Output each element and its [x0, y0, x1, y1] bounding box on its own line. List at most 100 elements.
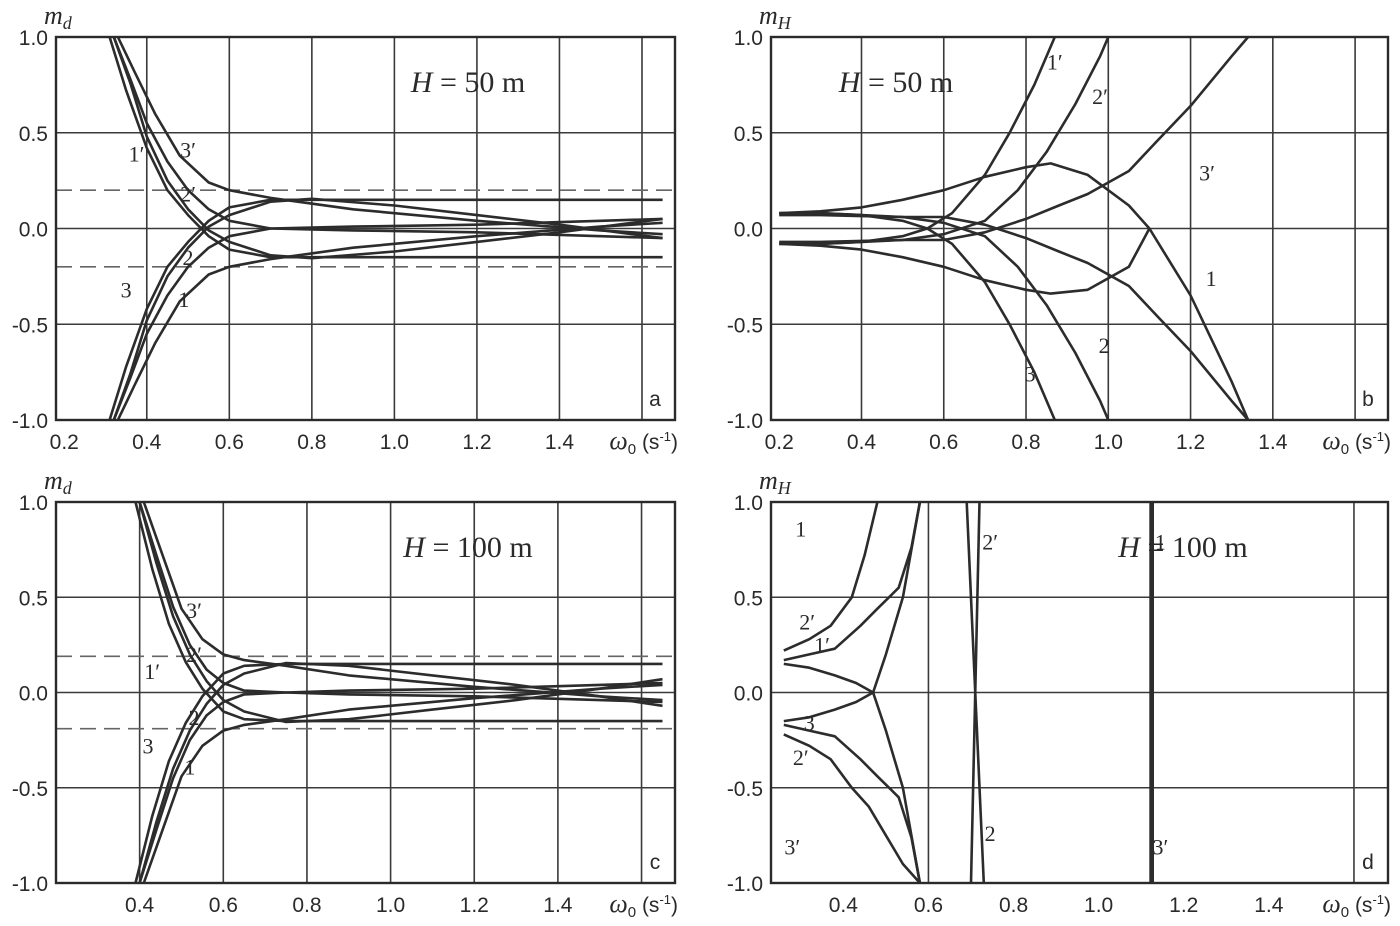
curve-8 [779, 211, 1056, 421]
curve-label: 1 [184, 754, 195, 779]
curve-label: 1′ [144, 659, 160, 684]
curve-label: 1 [795, 516, 806, 541]
panel-title: H = 50 m [838, 66, 953, 99]
panel-b: 1.0 0.5 0.0 -0.5 -1.00.2 0.4 0.6 0.8 1.0 1.2 1.4 mH… [727, 1, 1391, 458]
curve-label: 2 [189, 705, 200, 730]
y-axis-label: md [44, 1, 73, 33]
curve-label: 3′ [1199, 161, 1215, 186]
y-tick-label: -0.5 [727, 314, 763, 337]
x-tick-label: 1.0 [1084, 894, 1113, 917]
curve-label: 3 [121, 277, 132, 302]
panel-title: H = 100 m [402, 531, 532, 564]
curve-5 [134, 501, 663, 723]
curve-label: 2′ [799, 610, 815, 635]
x-tick-label: 1.2 [460, 894, 489, 917]
x-tick-label: 1.0 [1094, 431, 1123, 454]
y-axis-label: mH [759, 466, 792, 498]
y-tick-label: -1.0 [727, 873, 763, 896]
curve-7 [138, 501, 663, 724]
curve-3 [116, 36, 663, 236]
curve-label: 1 [1206, 266, 1217, 291]
x-tick-label: 0.6 [209, 894, 238, 917]
plot-frame [769, 500, 1390, 885]
curve-4 [116, 221, 663, 421]
curve-8 [138, 661, 663, 884]
panel-title: H = 100 m [1117, 531, 1247, 564]
curve-label: 3 [804, 711, 815, 736]
panel-tag: d [1362, 851, 1374, 874]
x-tick-label: 1.2 [462, 431, 491, 454]
x-tick-label: 1.2 [1169, 894, 1198, 917]
x-tick-label: 0.2 [765, 431, 794, 454]
panel-d: 1.0 0.5 0.0 -0.5 -1.0 0.4 0.6 0.8 1.0 1.2 1.4 mH ω0 … [727, 466, 1391, 921]
x-tick-label: 0.4 [829, 894, 859, 917]
curve-label: 2′ [982, 530, 998, 555]
curve-label: 1 [1155, 530, 1166, 555]
curve-label: 3 [143, 733, 154, 758]
y-tick-label: 0.5 [19, 123, 48, 146]
x-tick-label: 1.0 [376, 894, 405, 917]
y-tick-label: 0.0 [19, 219, 48, 242]
curve-5 [783, 662, 922, 884]
x-tick-label: 1.4 [545, 431, 575, 454]
curve-4 [142, 683, 663, 884]
curve-label: 1 [178, 287, 189, 312]
x-tick-label: 1.4 [1258, 431, 1288, 454]
y-tick-label: 0.0 [734, 683, 763, 706]
x-tick-label: 0.4 [132, 431, 162, 454]
plot-frame [54, 500, 677, 885]
panel-tag: c [650, 851, 661, 874]
x-axis-label: ω0 (s-1) [609, 889, 678, 921]
curve-label: 3′ [784, 834, 800, 859]
curve-2 [112, 217, 663, 421]
x-axis-label: ω0 (s-1) [1322, 889, 1391, 921]
y-axis-label: md [44, 466, 73, 498]
y-tick-label: 1.0 [734, 492, 763, 515]
y-tick-label: 1.0 [19, 27, 48, 50]
curve-label: 1′ [1047, 50, 1063, 75]
x-tick-label: 0.8 [999, 894, 1028, 917]
x-tick-label: 0.8 [1011, 431, 1040, 454]
curve-5 [108, 36, 663, 259]
curve-label: 2′ [186, 642, 202, 667]
curve-7 [112, 36, 663, 260]
panel-c: 1.0 0.5 0.0 -0.5 -1.0 0.4 0.6 0.8 1.0 1.2 1.4 md ω0 … [12, 466, 678, 921]
curve-label: 3′ [180, 138, 196, 163]
curve-label: 2 [985, 821, 996, 846]
x-tick-label: 0.6 [215, 431, 244, 454]
y-tick-label: -0.5 [12, 314, 48, 337]
y-tick-label: -0.5 [12, 778, 48, 801]
plot-frame [54, 35, 677, 422]
x-axis-label: ω0 (s-1) [609, 426, 678, 458]
x-tick-label: 1.4 [1254, 894, 1284, 917]
x-tick-label: 1.4 [543, 894, 573, 917]
curve-label: 2 [1099, 333, 1110, 358]
curve-label: 2 [183, 245, 194, 270]
plot-frame [769, 35, 1390, 422]
curve-2 [783, 733, 921, 884]
curve-label: 3′ [1152, 834, 1168, 859]
y-tick-label: 0.0 [19, 683, 48, 706]
curve-label: 3 [1025, 362, 1036, 387]
y-tick-label: 1.0 [19, 492, 48, 515]
x-tick-label: 0.4 [847, 431, 877, 454]
panel-title: H = 50 m [410, 66, 525, 99]
y-tick-label: 0.0 [734, 219, 763, 242]
curve-1 [112, 36, 663, 240]
curve-3 [142, 501, 663, 702]
curve-label: 2′ [793, 745, 809, 770]
y-tick-label: 0.5 [19, 587, 48, 610]
x-tick-label: 0.6 [929, 431, 958, 454]
curve-8 [112, 197, 663, 421]
curve-2 [779, 213, 1250, 421]
curve-label: 1′ [129, 141, 145, 166]
x-tick-label: 0.2 [50, 431, 79, 454]
panel-tag: b [1362, 388, 1374, 411]
curve-label: 2′ [180, 182, 196, 207]
curve-8 [969, 501, 981, 884]
y-tick-label: 0.5 [734, 123, 763, 146]
x-axis-label: ω0 (s-1) [1322, 426, 1391, 458]
curve-7 [779, 36, 1056, 246]
curve-6 [134, 662, 663, 884]
